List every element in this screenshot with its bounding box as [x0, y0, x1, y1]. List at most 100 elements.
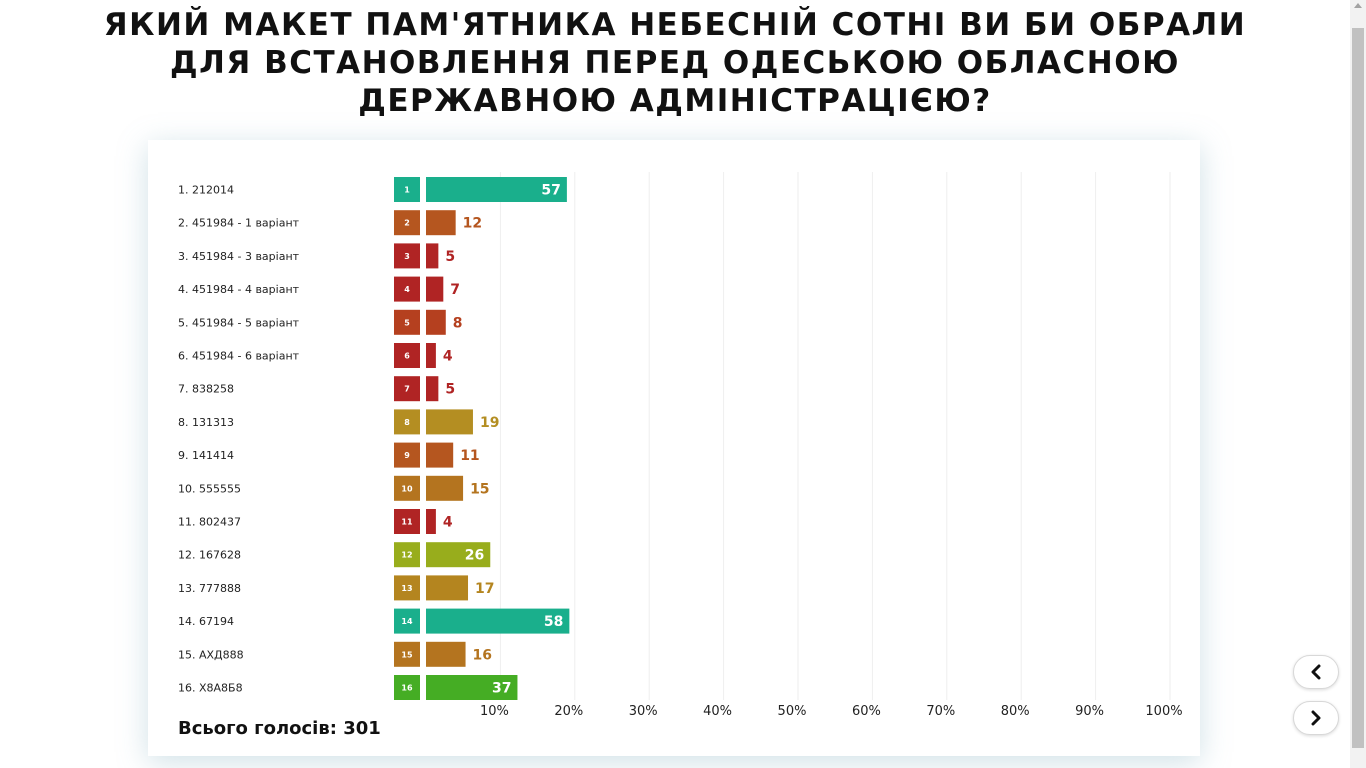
poll-question: ЯКИЙ МАКЕТ ПАМ'ЯТНИКА НЕБЕСНІЙ СОТНІ ВИ …	[103, 7, 1247, 119]
x-tick-label: 50%	[778, 704, 807, 718]
bar-value-label: 15	[470, 481, 489, 497]
bar-value-label: 12	[463, 216, 482, 232]
option-number-text: 14	[401, 617, 413, 626]
category-label: 11. 802437	[178, 516, 241, 529]
x-tick-label: 90%	[1075, 704, 1104, 718]
option-number-badge	[394, 343, 420, 368]
option-number-text: 13	[401, 584, 412, 593]
category-label: 8. 131313	[178, 416, 234, 429]
result-bar	[426, 542, 491, 568]
option-number-badge	[394, 641, 420, 667]
option-number-badge	[394, 608, 420, 634]
scrollbar-thumb[interactable]	[1352, 28, 1364, 748]
option-number-text: 6	[404, 352, 410, 361]
option-number-text: 1	[404, 186, 410, 195]
option-number-text: 7	[404, 385, 410, 394]
result-bar	[426, 641, 466, 667]
option-number-badge	[394, 177, 420, 202]
option-number-text: 12	[401, 551, 412, 560]
category-label: 16. Х8А8Б8	[178, 682, 243, 695]
option-number-text: 15	[401, 650, 413, 659]
option-number-badge	[394, 675, 420, 700]
bar-value-label: 58	[544, 614, 563, 630]
bar-value-label: 5	[445, 382, 455, 398]
category-label: 7. 838258	[178, 383, 234, 396]
result-bar	[426, 575, 469, 601]
bar-value-label: 37	[492, 681, 511, 697]
chevron-left-icon	[1311, 664, 1321, 680]
option-number-badge	[394, 243, 420, 269]
option-number-badge	[394, 542, 420, 568]
category-label: 4. 451984 - 4 варіант	[178, 283, 300, 296]
bar-value-label: 7	[450, 282, 460, 298]
result-bar	[426, 343, 436, 368]
option-number-text: 4	[404, 285, 410, 294]
category-label: 3. 451984 - 3 варіант	[178, 250, 300, 263]
result-bar	[426, 243, 439, 269]
bar-value-label: 19	[480, 415, 499, 431]
result-bar	[426, 608, 570, 634]
poll-results-panel: 1. 212014 1 57 2. 451984 - 1 варіант 2 12 3. 4…	[148, 140, 1200, 756]
category-label: 1. 212014	[178, 184, 234, 197]
x-tick-label: 100%	[1145, 704, 1182, 718]
bar-value-label: 4	[443, 515, 453, 531]
category-label: 10. 555555	[178, 482, 241, 495]
result-bar	[426, 376, 439, 402]
result-bar	[426, 475, 464, 501]
bar-value-label: 17	[475, 581, 494, 597]
x-tick-label: 80%	[1001, 704, 1030, 718]
result-bar	[426, 210, 456, 236]
total-votes-label: Всього голосів: 301	[178, 718, 381, 739]
option-number-text: 10	[401, 484, 413, 493]
option-number-text: 3	[404, 252, 410, 261]
bar-value-label: 57	[541, 183, 560, 199]
option-number-text: 8	[404, 418, 410, 427]
result-bar	[426, 509, 436, 534]
option-number-text: 2	[404, 219, 410, 228]
result-bar	[426, 177, 567, 202]
option-number-badge	[394, 575, 420, 601]
category-label: 2. 451984 - 1 варіант	[178, 217, 300, 230]
option-number-badge	[394, 442, 420, 468]
option-number-text: 11	[401, 518, 413, 527]
option-number-badge	[394, 276, 420, 302]
x-tick-label: 30%	[629, 704, 658, 718]
option-number-badge	[394, 376, 420, 402]
category-label: 14. 67194	[178, 615, 234, 628]
category-label: 6. 451984 - 6 варіант	[178, 350, 300, 363]
category-label: 15. АХД888	[178, 648, 244, 661]
result-bar	[426, 675, 518, 700]
option-number-badge	[394, 409, 420, 435]
result-bar	[426, 442, 454, 468]
bar-value-label: 5	[445, 249, 455, 265]
page-scrollbar[interactable]	[1350, 0, 1366, 768]
result-bar	[426, 409, 473, 435]
scroll-up-arrow-icon[interactable]	[1354, 3, 1362, 8]
next-button[interactable]	[1293, 701, 1339, 735]
chevron-right-icon	[1311, 710, 1321, 726]
option-number-badge	[394, 309, 420, 335]
x-tick-label: 20%	[554, 704, 583, 718]
previous-button[interactable]	[1293, 655, 1339, 689]
x-tick-label: 40%	[703, 704, 732, 718]
x-tick-label: 70%	[926, 704, 955, 718]
bar-value-label: 26	[465, 548, 484, 564]
option-number-badge	[394, 509, 420, 534]
option-number-badge	[394, 475, 420, 501]
x-tick-label: 10%	[480, 704, 509, 718]
result-bar	[426, 309, 446, 335]
x-tick-label: 60%	[852, 704, 881, 718]
category-label: 12. 167628	[178, 549, 241, 562]
bar-value-label: 11	[460, 448, 479, 464]
bar-value-label: 16	[473, 647, 492, 663]
option-number-text: 16	[401, 684, 413, 693]
category-label: 5. 451984 - 5 варіант	[178, 316, 300, 329]
option-number-badge	[394, 210, 420, 236]
bar-value-label: 4	[443, 349, 453, 365]
option-number-text: 5	[404, 318, 410, 327]
option-number-text: 9	[404, 451, 410, 460]
results-bar-chart: 1. 212014 1 572. 451984 - 1 варіант 2 123. 4…	[178, 172, 1183, 718]
category-label: 9. 141414	[178, 449, 234, 462]
bar-value-label: 8	[453, 315, 463, 331]
category-label: 13. 777888	[178, 582, 241, 595]
